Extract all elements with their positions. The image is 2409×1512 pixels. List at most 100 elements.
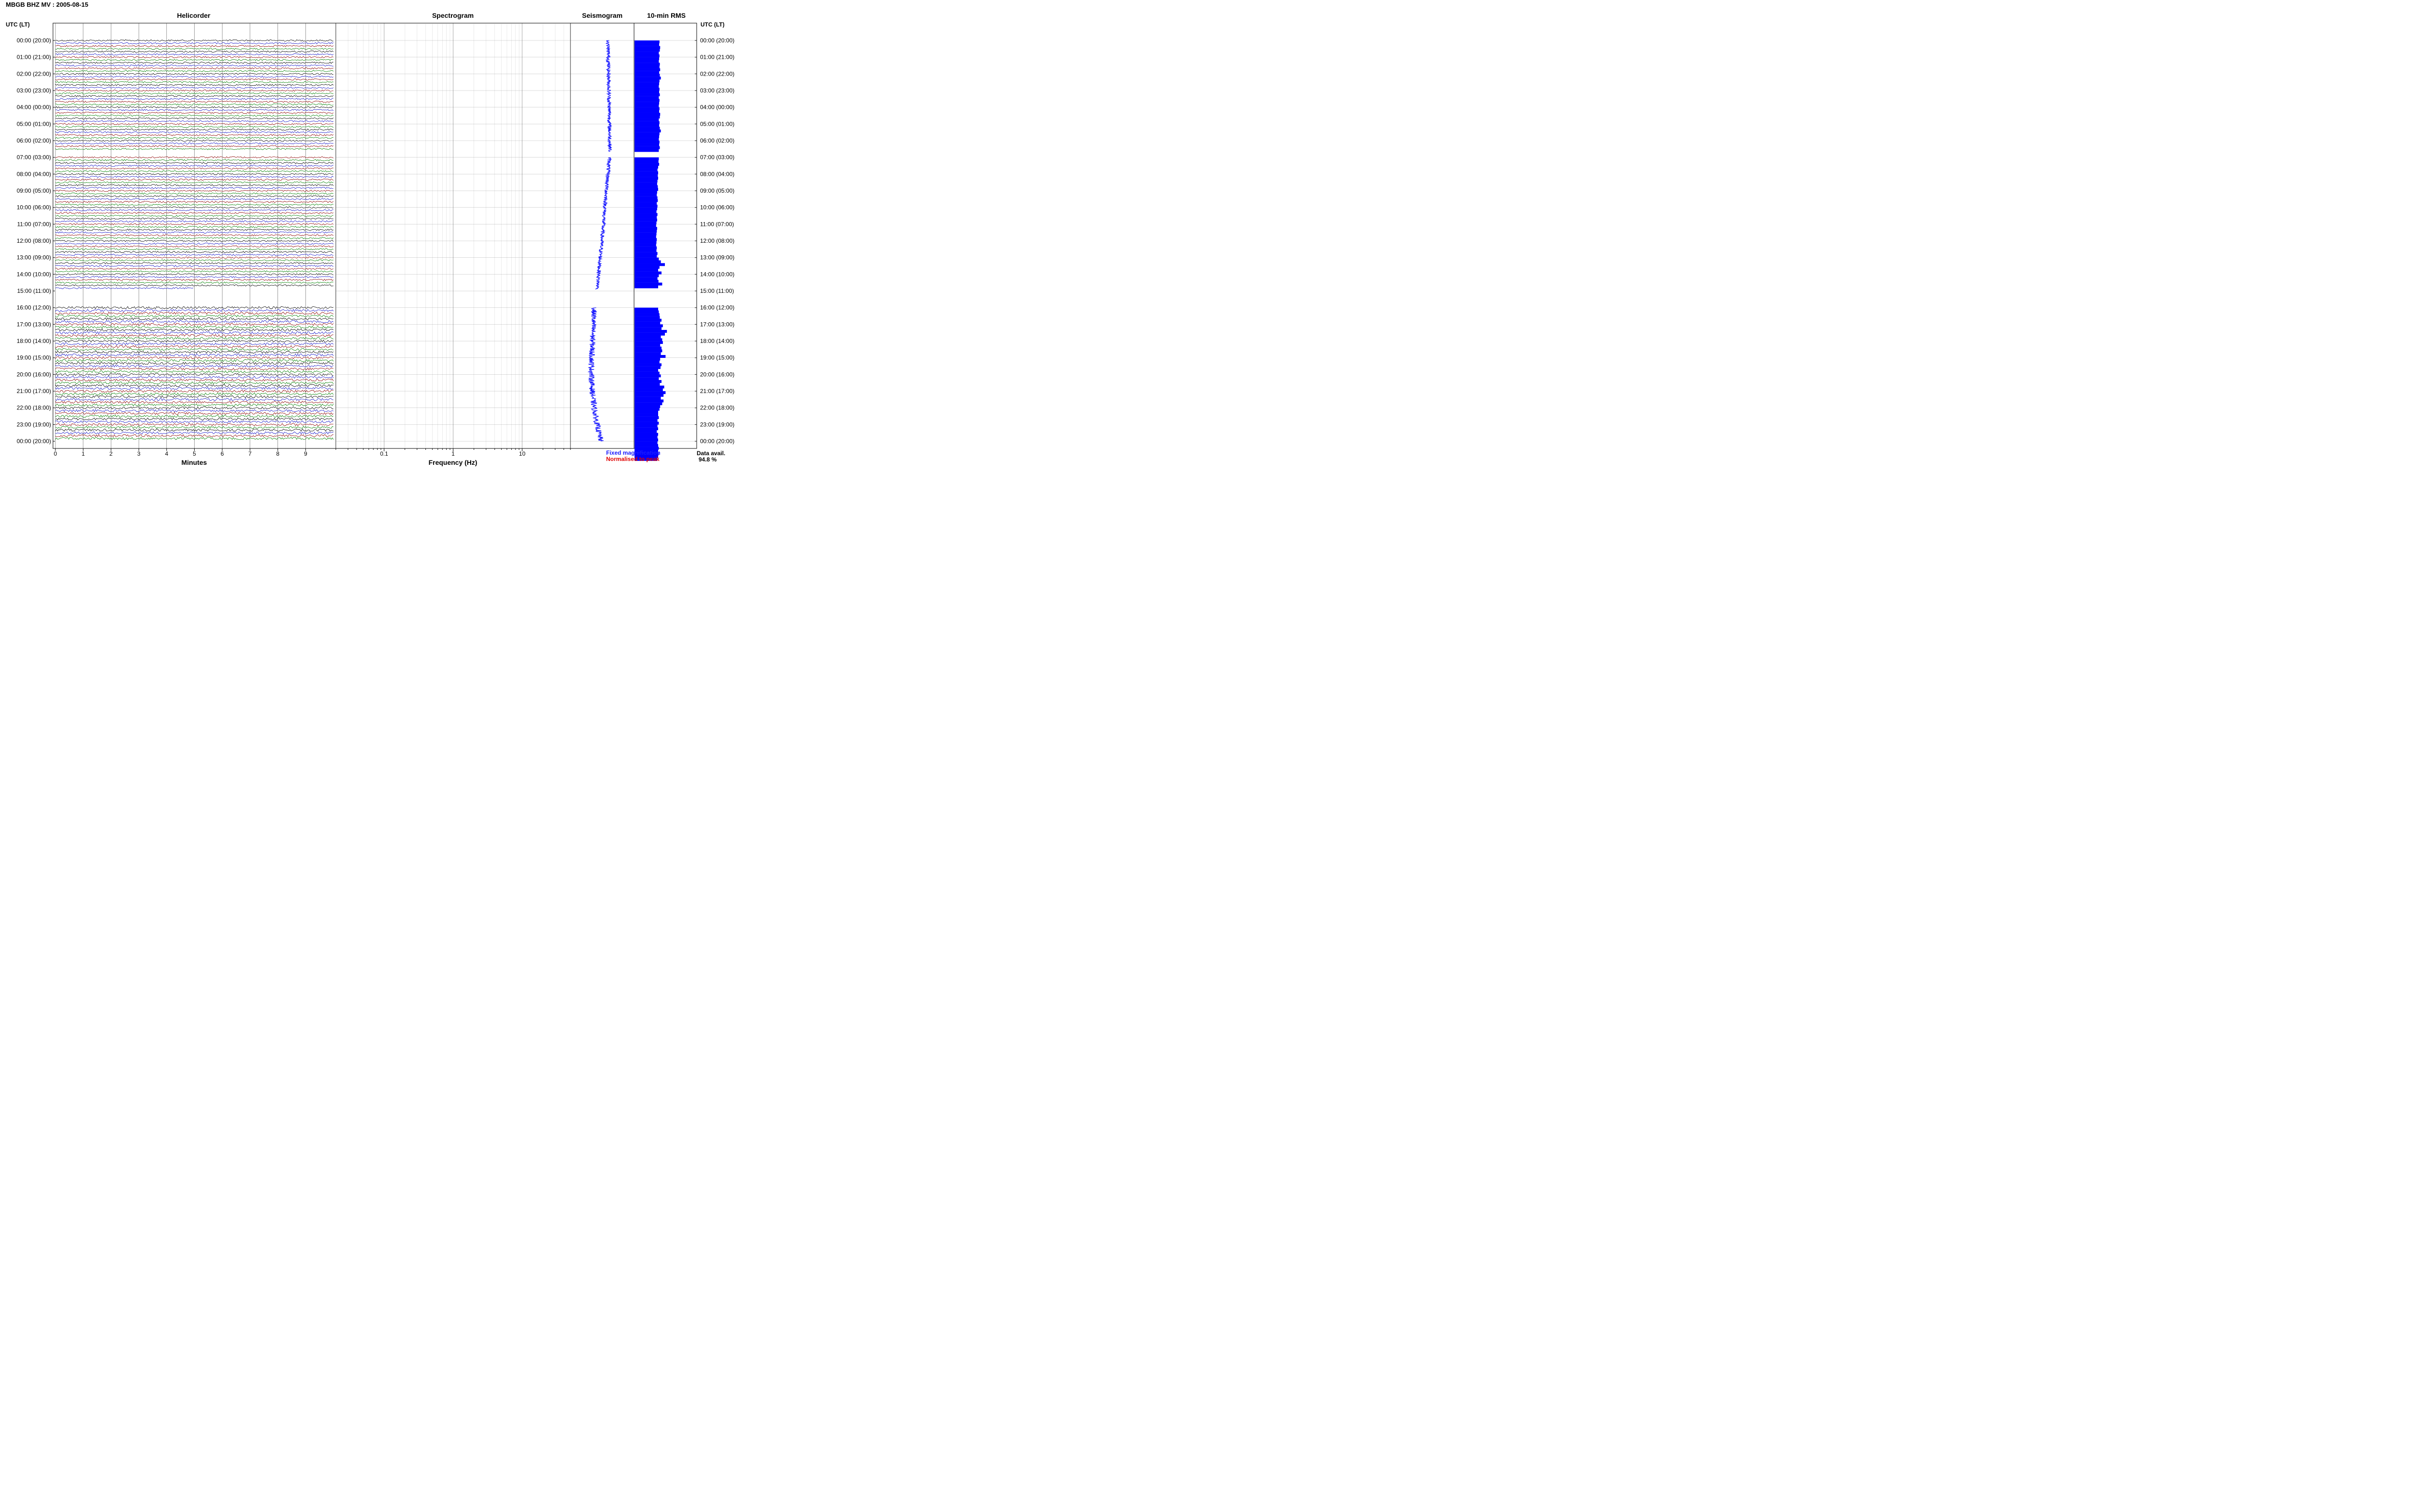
helicorder-trace [55,123,334,125]
helicorder-trace [55,362,334,365]
helicorder-trace [55,373,333,376]
helicorder-trace [55,106,334,109]
helicorder-trace [55,142,334,145]
hour-label-right: 09:00 (05:00) [700,187,734,194]
helicorder-trace [55,345,334,348]
helicorder-trace [55,89,334,92]
helicorder-trace [55,225,334,228]
helicorder-trace [55,120,334,122]
helicorder-trace [55,409,334,412]
helicorder-trace [55,101,334,103]
helicorder-trace [55,64,334,67]
helicorder-trace [55,390,334,393]
helicorder-trace [55,287,194,289]
helicorder-trace [55,370,334,373]
helicorder-trace [55,401,334,404]
helicorder-trace [55,39,334,42]
hour-label-left: 19:00 (15:00) [17,355,51,361]
hour-label-right: 08:00 (04:00) [700,171,734,177]
helicorder-trace [55,353,334,357]
helicorder-trace [55,284,334,287]
helicorder-trace [55,237,334,239]
hour-label-right: 01:00 (21:00) [700,54,734,61]
helicorder-trace [55,59,334,61]
helicorder-trace [55,84,334,86]
helicorder-trace [55,195,334,197]
hour-label-left: 08:00 (04:00) [17,171,51,177]
hour-label-right: 15:00 (11:00) [700,288,734,294]
hour-label-left: 01:00 (21:00) [17,54,51,61]
minute-tick-label: 7 [249,450,252,457]
hour-label-right: 19:00 (15:00) [700,355,734,361]
helicorder-trace [55,228,334,231]
hour-label-left: 13:00 (09:00) [17,254,51,261]
helicorder-trace [55,45,334,47]
helicorder-trace [55,48,334,50]
helicorder-trace [55,184,334,186]
helicorder-trace [55,423,334,426]
helicorder-trace [55,198,334,200]
hour-label-right: 10:00 (06:00) [700,204,734,211]
helicorder-trace [55,262,334,264]
helicorder-trace [55,375,334,379]
helicorder-trace [55,192,334,195]
minute-tick-label: 4 [165,450,168,457]
helicorder-trace [55,351,334,354]
hour-label-right: 03:00 (23:00) [700,87,734,94]
helicorder-trace [55,170,334,172]
helicorder-trace [55,259,334,262]
helicorder-trace [55,420,334,423]
hour-label-right: 00:00 (20:00) [700,438,734,445]
helicorder-trace [55,364,334,368]
helicorder-trace [55,317,334,320]
helicorder-trace [55,428,334,432]
hour-label-right: 18:00 (14:00) [700,338,734,344]
helicorder-trace [55,131,334,133]
helicorder-trace [55,378,334,381]
hour-label-right: 22:00 (18:00) [700,405,734,411]
minute-tick-label: 9 [304,450,307,457]
helicorder-trace [55,95,334,97]
helicorder-trace [55,109,334,111]
helicorder-trace [55,162,334,164]
helicorder-trace [55,264,334,267]
helicorder-trace [55,214,334,217]
hour-label-left: 02:00 (22:00) [17,70,51,77]
hour-label-right: 14:00 (10:00) [700,271,734,277]
seismogram-title: Seismogram [582,12,622,19]
hour-label-left: 15:00 (11:00) [17,288,52,294]
helicorder-trace [55,273,334,276]
helicorder-trace [55,103,334,106]
helicorder-trace [55,323,334,326]
helicorder-trace [55,87,334,89]
hour-label-right: 23:00 (19:00) [700,421,734,428]
helicorder-trace [55,253,334,256]
hour-label-right: 02:00 (22:00) [700,70,734,77]
helicorder-trace [55,209,334,211]
helicorder-trace [55,206,334,209]
helicorder-trace [55,128,334,131]
hour-label-right: 05:00 (01:00) [700,120,734,127]
hour-label-right: 21:00 (17:00) [700,388,734,394]
helicorder-trace [55,328,334,332]
helicorder-trace [55,67,334,69]
helicorder-trace [55,281,334,284]
hour-label-right: 16:00 (12:00) [700,304,734,311]
helicorder-trace [55,340,334,343]
helicorder-trace [55,145,334,147]
helicorder-trace [55,347,334,351]
hour-label-left: 03:00 (23:00) [17,87,51,94]
chart-title: MBGB BHZ MV : 2005-08-15 [6,1,88,8]
hour-label-left: 10:00 (06:00) [17,204,51,211]
hour-label-right: 20:00 (16:00) [700,371,734,378]
right-axis-label: UTC (LT) [701,21,725,28]
helicorder-trace [55,81,334,83]
helicorder-trace [55,189,334,192]
helicorder-trace [55,334,334,337]
chart-canvas: 00:00 (20:00) 00:00 (20:00) 01:00 (21:00) 0… [17,23,734,461]
helicorder-trace [55,173,334,175]
hour-label-left: 20:00 (16:00) [17,371,51,378]
helicorder-trace [55,406,333,409]
helicorder-trace [55,234,334,237]
helicorder-trace [55,326,333,329]
